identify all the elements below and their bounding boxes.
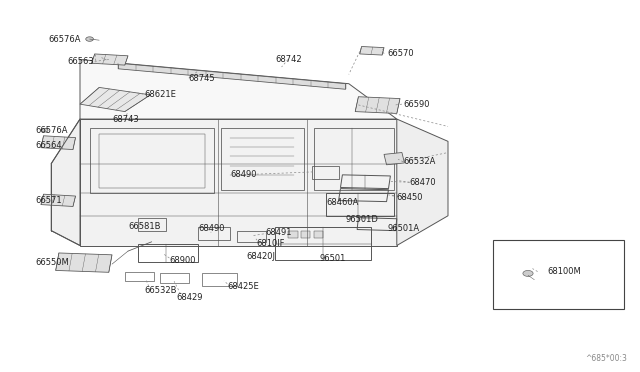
Text: 66570: 66570 [387,49,414,58]
Text: 68490: 68490 [198,224,225,233]
Polygon shape [314,231,323,238]
Text: 68460A: 68460A [326,198,359,207]
Text: 66581B: 66581B [128,222,161,231]
Text: 96501D: 96501D [346,215,378,224]
Polygon shape [301,231,310,238]
Text: 66563: 66563 [67,57,94,66]
Text: 68745: 68745 [189,74,216,83]
Polygon shape [360,46,384,55]
Text: 68621E: 68621E [144,90,176,99]
Polygon shape [80,119,397,246]
Text: 66576A: 66576A [48,35,81,44]
Polygon shape [355,97,400,113]
Text: ^685*00:3: ^685*00:3 [586,354,627,363]
Text: 66532B: 66532B [144,286,177,295]
Text: 68490: 68490 [230,170,257,179]
Text: 68429: 68429 [176,293,202,302]
Text: 68743: 68743 [112,115,139,124]
Bar [493,240,624,309]
Text: 66576A: 66576A [35,126,68,135]
Text: 66532A: 66532A [403,157,436,166]
Text: 68900: 68900 [170,256,196,265]
Text: 68425E: 68425E [227,282,259,291]
Polygon shape [80,60,397,119]
Polygon shape [118,63,346,89]
Polygon shape [51,119,80,246]
Text: 66550M: 66550M [35,258,69,267]
Polygon shape [384,153,404,165]
Text: 68742: 68742 [275,55,302,64]
Text: 66564: 66564 [35,141,62,150]
Polygon shape [288,231,298,238]
Circle shape [86,37,93,41]
Polygon shape [56,253,112,272]
Text: 68420J: 68420J [246,252,275,261]
Polygon shape [397,119,448,246]
Text: 68450: 68450 [397,193,423,202]
Text: 66590: 66590 [403,100,429,109]
Circle shape [42,128,48,132]
Text: 66571: 66571 [35,196,62,205]
Polygon shape [41,136,76,150]
Polygon shape [92,54,128,65]
Text: 6810lF: 6810lF [256,239,285,248]
Text: 96501: 96501 [320,254,346,263]
Circle shape [523,270,533,276]
Polygon shape [41,194,76,206]
Text: 68491: 68491 [266,228,292,237]
Text: 68100M: 68100M [547,267,581,276]
Polygon shape [80,87,150,112]
Text: 68470: 68470 [410,178,436,187]
Text: 96501A: 96501A [387,224,419,233]
